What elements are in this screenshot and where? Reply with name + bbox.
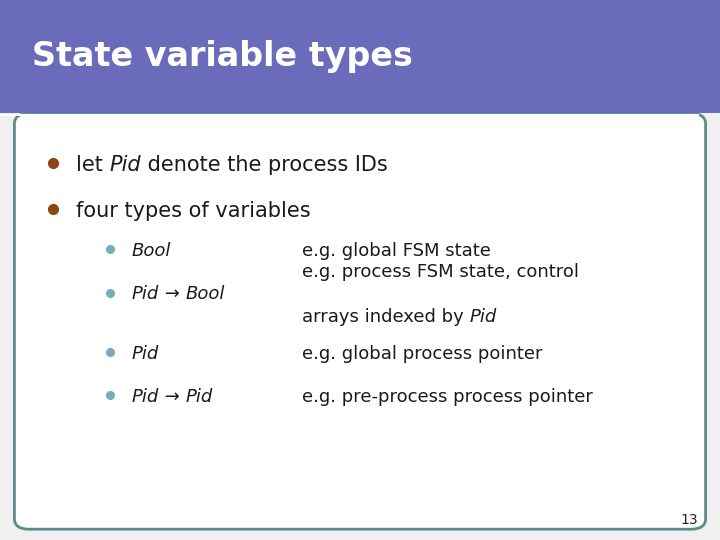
Text: Pid: Pid: [109, 154, 140, 175]
Text: Pid: Pid: [132, 345, 159, 363]
Text: let: let: [76, 154, 109, 175]
Text: e.g. process FSM state, control: e.g. process FSM state, control: [302, 262, 580, 281]
Text: e.g. global process pointer: e.g. global process pointer: [302, 345, 543, 363]
Text: Pid: Pid: [186, 388, 213, 406]
FancyBboxPatch shape: [14, 113, 706, 529]
Text: →: →: [159, 285, 186, 303]
Text: State variable types: State variable types: [32, 40, 413, 73]
Text: Pid: Pid: [470, 308, 497, 326]
Text: Pid: Pid: [132, 388, 159, 406]
Text: Bool: Bool: [132, 242, 171, 260]
Bar: [0, 0, 720, 113]
Text: Pid: Pid: [132, 285, 159, 303]
Text: 13: 13: [681, 512, 698, 526]
Text: e.g. global FSM state: e.g. global FSM state: [302, 242, 491, 260]
Text: four types of variables: four types of variables: [76, 200, 310, 221]
Text: arrays indexed by: arrays indexed by: [302, 308, 470, 326]
Text: →: →: [159, 388, 186, 406]
Text: Bool: Bool: [186, 285, 225, 303]
Text: e.g. pre-process process pointer: e.g. pre-process process pointer: [302, 388, 593, 406]
Text: denote the process IDs: denote the process IDs: [140, 154, 387, 175]
